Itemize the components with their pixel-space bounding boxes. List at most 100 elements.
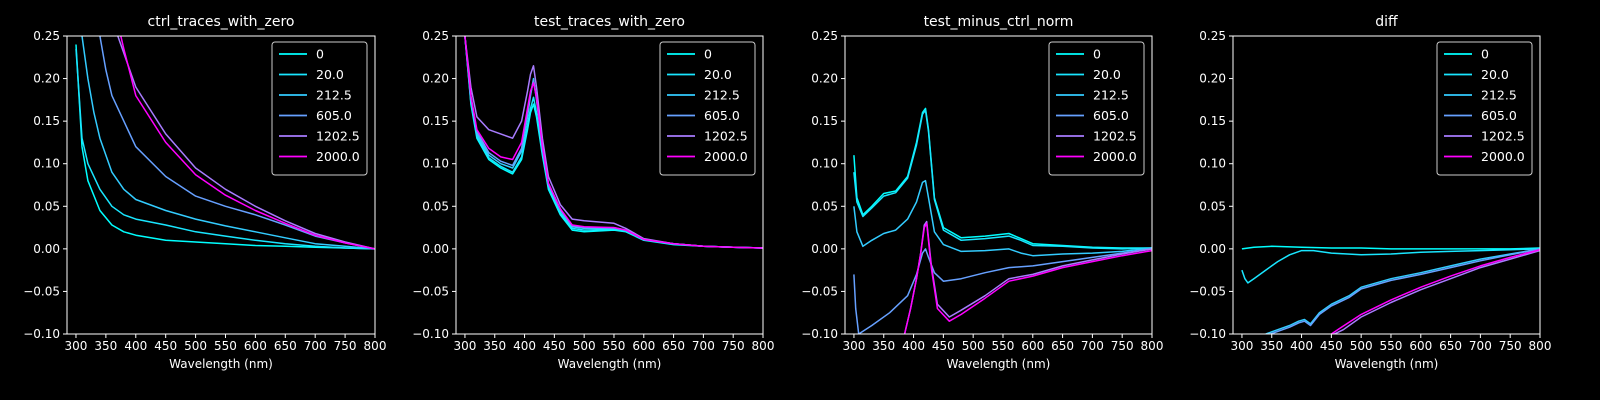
legend: 0 20.0 212.5 605.0 1202.5 2000.0: [271, 41, 368, 176]
x-axis-label: Wavelength (nm): [169, 357, 273, 371]
series-line-605-0: [1268, 248, 1540, 334]
legend-entry: 605.0: [704, 108, 740, 123]
x-tick-label: 400: [1290, 339, 1313, 353]
legend-entry: 20.0: [316, 67, 344, 82]
y-tick-label: 0.10: [1199, 157, 1226, 171]
axes-frame: [66, 35, 376, 335]
x-tick-label: 800: [1141, 339, 1164, 353]
y-tick-label: 0.05: [811, 199, 838, 213]
x-axis-label: Wavelength (nm): [1335, 357, 1439, 371]
y-tick-label: 0.00: [422, 242, 449, 256]
legend-entry: 212.5: [1093, 88, 1129, 103]
series-line-0: [1241, 245, 1540, 250]
legend-entry: 20.0: [704, 67, 732, 82]
x-tick-label: 650: [274, 339, 297, 353]
x-tick-label: 600: [632, 339, 655, 353]
x-tick-label: 350: [483, 339, 506, 353]
x-tick-label: 550: [214, 339, 237, 353]
x-tick-label: 650: [1051, 339, 1074, 353]
legend-entry: 0: [1481, 47, 1489, 62]
x-tick-label: 450: [543, 339, 566, 353]
x-tick-label: 300: [65, 339, 88, 353]
legend-entry: 1202.5: [1093, 129, 1137, 144]
x-tick-label: 400: [513, 339, 536, 353]
y-tick-label: 0.15: [1199, 114, 1226, 128]
legend-entry: 1202.5: [316, 129, 360, 144]
y-tick-label: 0.10: [811, 157, 838, 171]
y-tick-label: 0.10: [422, 157, 449, 171]
y-tick-label: −0.05: [23, 284, 60, 298]
y-tick-label: 0.05: [33, 199, 60, 213]
y-tick-label: −0.10: [23, 327, 60, 341]
y-tick-label: −0.05: [801, 284, 838, 298]
x-tick-label: 450: [1320, 339, 1343, 353]
x-tick-label: 300: [842, 339, 865, 353]
x-tick-label: 700: [1469, 339, 1492, 353]
chart-title: diff: [1375, 14, 1398, 30]
x-tick-label: 500: [1350, 339, 1373, 353]
legend-entry: 1202.5: [1481, 129, 1525, 144]
legend-entry: 2000.0: [1481, 149, 1525, 164]
series-line-2000-0: [120, 36, 375, 250]
chart-title: test_traces_with_zero: [534, 14, 685, 30]
x-tick-label: 550: [603, 339, 626, 353]
x-axis-label: Wavelength (nm): [558, 357, 662, 371]
series-group: [853, 107, 1152, 334]
y-tick-label: 0.00: [811, 242, 838, 256]
chart-panel-4: diff 300 350 400 450 500 550 600 650 700 750 800 −0.…: [1189, 14, 1551, 371]
legend-entry: 212.5: [1481, 88, 1517, 103]
x-tick-label: 700: [1081, 339, 1104, 353]
legend-entry: 2000.0: [316, 149, 360, 164]
chart-title: test_minus_ctrl_norm: [924, 14, 1074, 30]
y-tick-label: −0.05: [412, 284, 449, 298]
x-tick-label: 300: [453, 339, 476, 353]
y-tick-label: 0.20: [1199, 72, 1226, 86]
x-tick-label: 600: [244, 339, 267, 353]
y-tick-label: 0.05: [1199, 199, 1226, 213]
y-tick-label: 0.15: [33, 114, 60, 128]
y-tick-label: 0.15: [422, 114, 449, 128]
series-line-212-5: [81, 36, 375, 250]
x-tick-label: 500: [184, 339, 207, 353]
x-tick-label: 600: [1021, 339, 1044, 353]
series-line-20-0: [75, 48, 375, 250]
series-group: [464, 36, 763, 249]
legend: 0 20.0 212.5 605.0 1202.5 2000.0: [1048, 41, 1145, 176]
x-tick-label: 400: [124, 339, 147, 353]
y-tick-label: 0.25: [422, 29, 449, 43]
y-tick-label: 0.20: [811, 72, 838, 86]
series-line-605-0: [99, 36, 375, 250]
legend-entry: 2000.0: [704, 149, 748, 164]
x-tick-label: 650: [1439, 339, 1462, 353]
chart-panel-2: test_traces_with_zero 300 350 400 450 500 550 6…: [412, 14, 774, 371]
x-tick-label: 700: [304, 339, 327, 353]
x-tick-label: 750: [1499, 339, 1522, 353]
axes-frame: [455, 35, 764, 335]
legend-entry: 605.0: [316, 108, 352, 123]
legend-entry: 605.0: [1093, 108, 1129, 123]
series-line-20-0: [853, 109, 1152, 250]
series-line-0: [75, 44, 375, 250]
x-tick-label: 650: [662, 339, 685, 353]
axes-frame: [1232, 35, 1541, 335]
x-tick-label: 500: [573, 339, 596, 353]
x-tick-label: 800: [1529, 339, 1552, 353]
legend-entry: 0: [1093, 47, 1101, 62]
x-tick-label: 350: [94, 339, 117, 353]
legend-entry: 20.0: [1093, 67, 1121, 82]
x-tick-label: 400: [902, 339, 925, 353]
series-group: [1241, 245, 1540, 334]
series-line-2000-0: [903, 222, 1152, 334]
series-line-1202-5: [117, 36, 375, 250]
x-tick-label: 800: [364, 339, 387, 353]
chart-title: ctrl_traces_with_zero: [148, 14, 295, 30]
series-line-212-5: [1265, 248, 1540, 334]
chart-panel-1: ctrl_traces_with_zero 300 350 400 450 500 550 6…: [23, 14, 386, 371]
axes-frame: [844, 35, 1153, 335]
y-tick-label: 0.00: [1199, 242, 1226, 256]
x-tick-label: 350: [872, 339, 895, 353]
y-tick-label: −0.10: [801, 327, 838, 341]
y-tick-label: 0.20: [33, 72, 60, 86]
x-tick-label: 450: [154, 339, 177, 353]
y-tick-label: 0.25: [33, 29, 60, 43]
